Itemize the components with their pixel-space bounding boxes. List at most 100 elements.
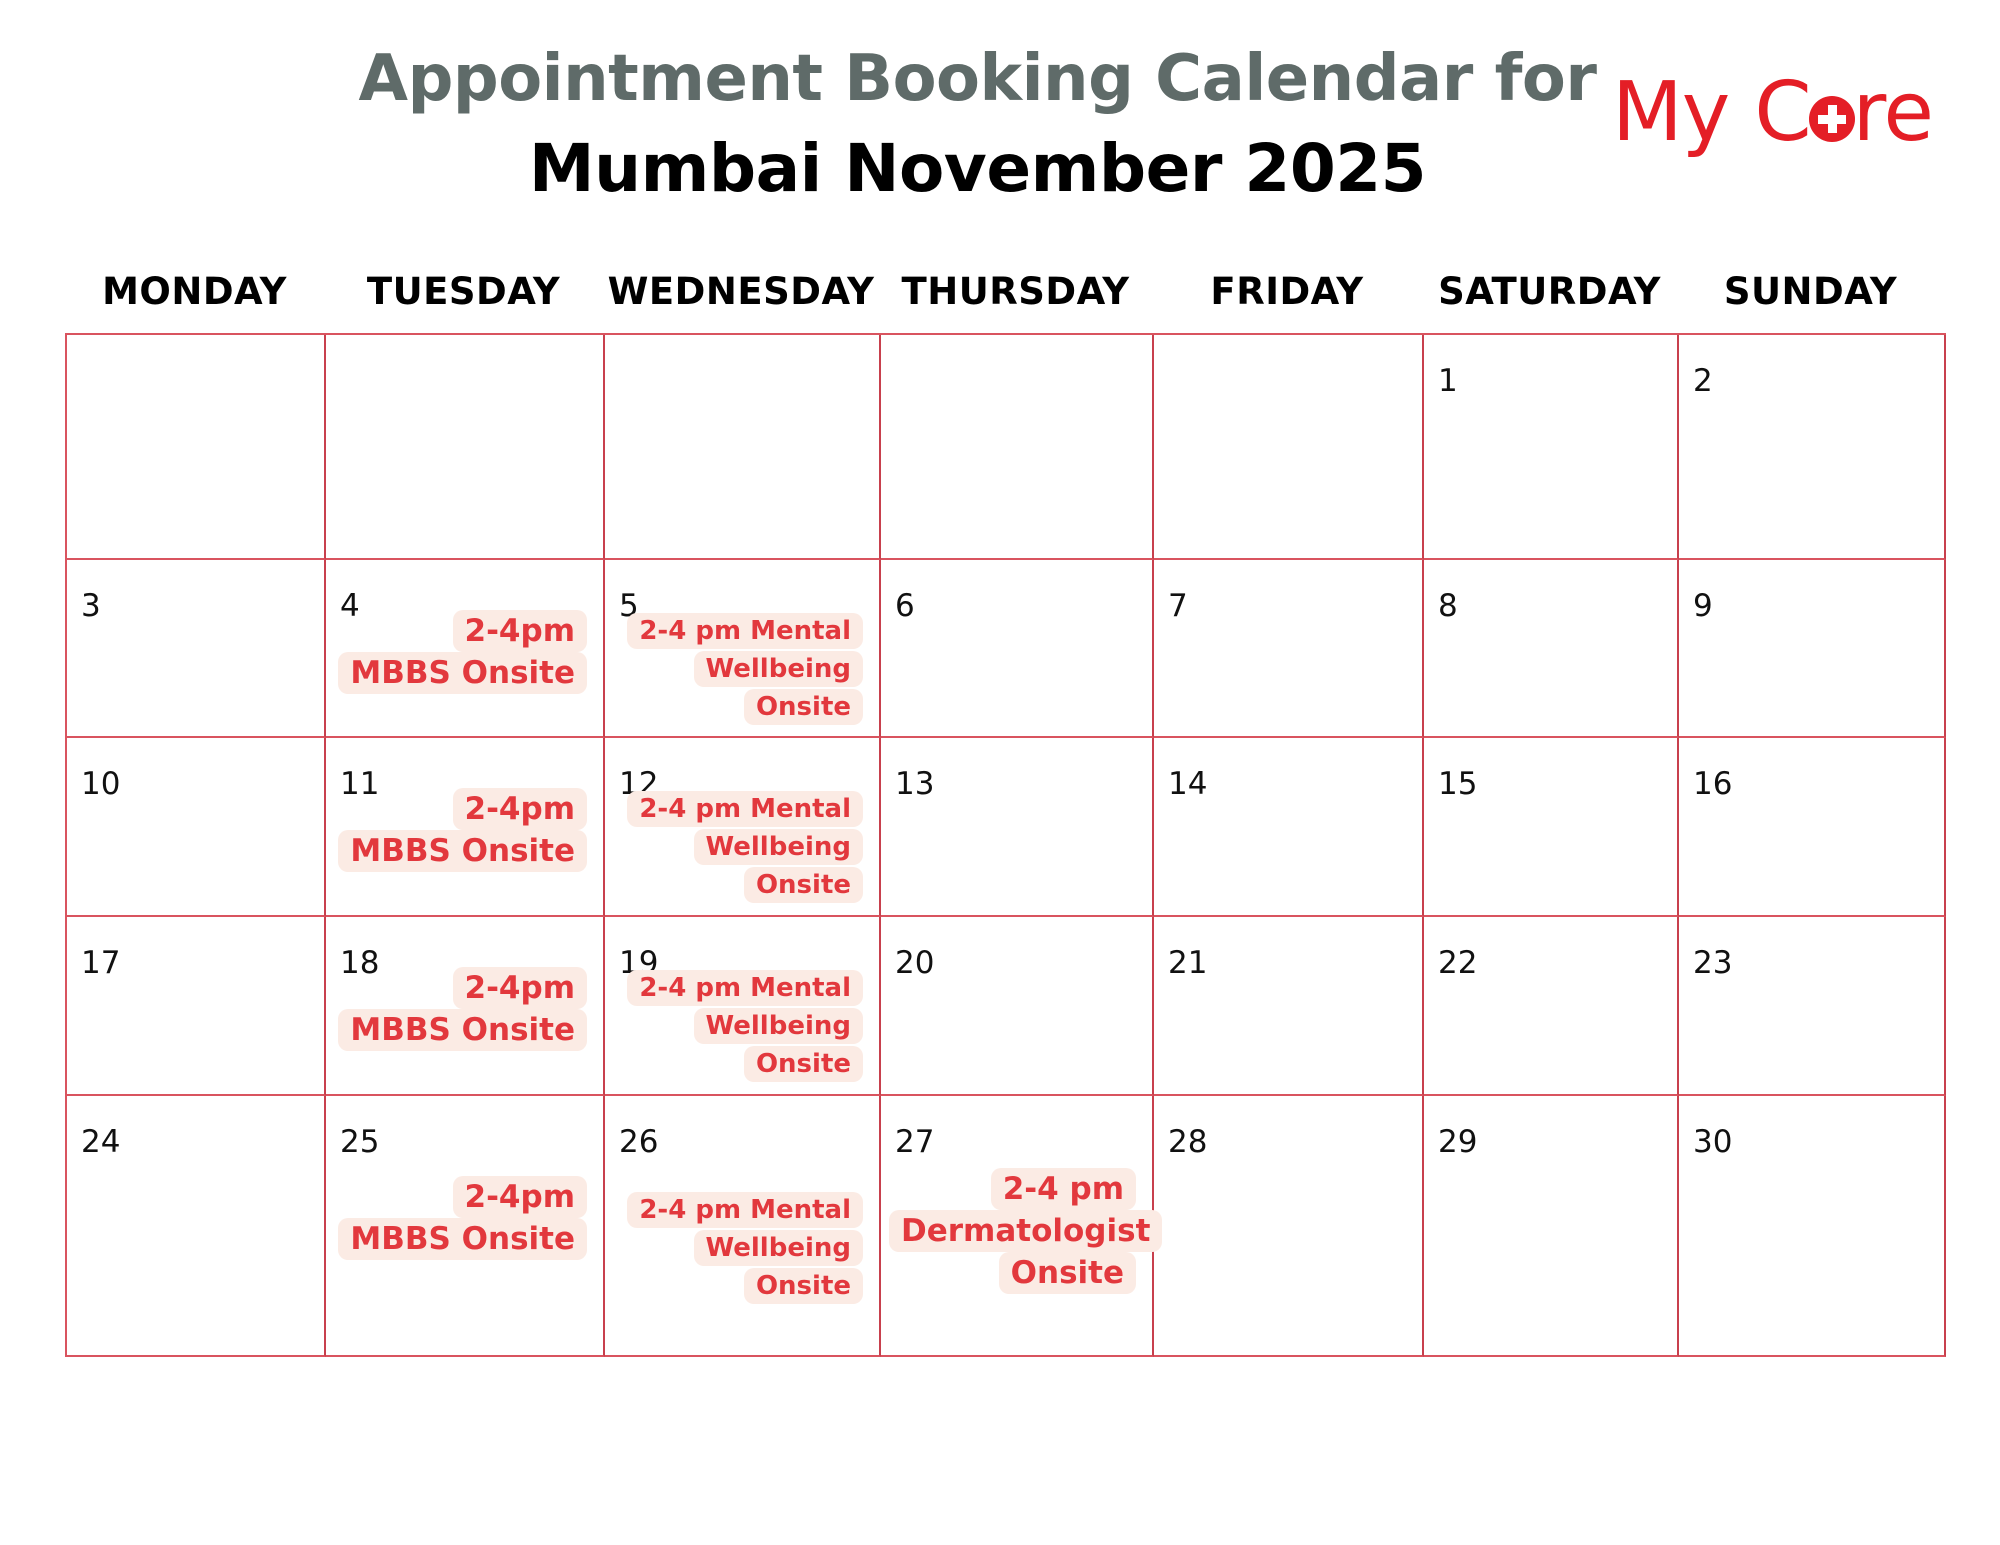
- day-cell-27[interactable]: 27 2-4 pm Dermatologist Onsite: [881, 1096, 1163, 1357]
- weekday-header-tuesday: TUESDAY: [366, 270, 561, 313]
- page-title-line2: Mumbai November 2025: [528, 130, 1427, 207]
- calendar-grid: 1 2 3 4 2-4pm MBBS Onsite 5 2-4 pm Mental Wellbe…: [65, 333, 1946, 1357]
- day-cell-25[interactable]: 25 2-4pm MBBS Onsite: [326, 1096, 605, 1357]
- day-cell-20[interactable]: 20: [881, 917, 1154, 1096]
- day-number: 30: [1693, 1124, 1733, 1160]
- day-cell-11[interactable]: 11 2-4pm MBBS Onsite: [326, 738, 605, 917]
- day-number: 1: [1438, 363, 1458, 399]
- day-number: 23: [1693, 945, 1733, 981]
- appointment-event[interactable]: 2-4 pm Mental Wellbeing Onsite: [613, 1191, 863, 1305]
- day-cell-5[interactable]: 5 2-4 pm Mental Wellbeing Onsite: [605, 560, 881, 738]
- day-number: 17: [81, 945, 121, 981]
- event-text-line: 2-4 pm Mental: [627, 791, 863, 827]
- weekday-header-row: MONDAY TUESDAY WEDNESDAY THURSDAY FRIDAY SATU…: [65, 270, 1944, 313]
- appointment-event[interactable]: 2-4pm MBBS Onsite: [334, 1176, 587, 1260]
- day-number: 3: [81, 588, 101, 624]
- day-cell-4[interactable]: 4 2-4pm MBBS Onsite: [326, 560, 605, 738]
- day-number: 26: [619, 1124, 659, 1160]
- appointment-event[interactable]: 2-4pm MBBS Onsite: [334, 788, 587, 872]
- day-cell-30[interactable]: 30: [1679, 1096, 1946, 1357]
- day-number: 11: [340, 766, 380, 802]
- event-text-line: 2-4 pm Mental: [627, 1192, 863, 1228]
- event-text-line: Onsite: [743, 689, 863, 725]
- weekday-header-saturday: SATURDAY: [1438, 270, 1661, 313]
- day-number: 2: [1693, 363, 1713, 399]
- event-text-line: Dermatologist: [889, 1210, 1163, 1252]
- event-text-line: Onsite: [743, 1268, 863, 1304]
- appointment-event[interactable]: 2-4 pm Mental Wellbeing Onsite: [613, 790, 863, 904]
- day-cell-12[interactable]: 12 2-4 pm Mental Wellbeing Onsite: [605, 738, 881, 917]
- event-text-line: Wellbeing: [693, 651, 863, 687]
- day-cell-1[interactable]: 1: [1424, 335, 1679, 560]
- day-cell-9[interactable]: 9: [1679, 560, 1946, 738]
- weekday-header-monday: MONDAY: [102, 270, 287, 313]
- event-text-line: 2-4pm: [452, 1176, 587, 1218]
- day-cell-8[interactable]: 8: [1424, 560, 1679, 738]
- event-text-line: Wellbeing: [693, 829, 863, 865]
- appointment-event[interactable]: 2-4 pm Mental Wellbeing Onsite: [613, 969, 863, 1083]
- day-cell-3[interactable]: 3: [67, 560, 326, 738]
- event-text-line: MBBS Onsite: [338, 1009, 587, 1051]
- event-text-line: 2-4 pm Mental: [627, 970, 863, 1006]
- day-number: 29: [1438, 1124, 1478, 1160]
- day-cell-6[interactable]: 6: [881, 560, 1154, 738]
- medical-cross-icon: [1808, 96, 1855, 142]
- empty-day-cell: [881, 335, 1154, 560]
- day-cell-16[interactable]: 16: [1679, 738, 1946, 917]
- day-cell-23[interactable]: 23: [1679, 917, 1946, 1096]
- day-cell-29[interactable]: 29: [1424, 1096, 1679, 1357]
- day-number: 16: [1693, 766, 1733, 802]
- appointment-event[interactable]: 2-4 pm Dermatologist Onsite: [889, 1168, 1163, 1294]
- weekday-header-wednesday: WEDNESDAY: [607, 270, 875, 313]
- event-text-line: Onsite: [743, 1046, 863, 1082]
- event-text-line: 2-4pm: [452, 788, 587, 830]
- event-text-line: MBBS Onsite: [338, 652, 587, 694]
- day-cell-2[interactable]: 2: [1679, 335, 1946, 560]
- appointment-event[interactable]: 2-4pm MBBS Onsite: [334, 967, 587, 1051]
- day-cell-18[interactable]: 18 2-4pm MBBS Onsite: [326, 917, 605, 1096]
- day-cell-17[interactable]: 17: [67, 917, 326, 1096]
- day-number: 9: [1693, 588, 1713, 624]
- day-number: 27: [895, 1124, 935, 1160]
- event-text-line: Onsite: [998, 1252, 1136, 1294]
- day-cell-21[interactable]: 21: [1154, 917, 1424, 1096]
- day-number: 14: [1168, 766, 1208, 802]
- event-text-line: Wellbeing: [693, 1230, 863, 1266]
- event-text-line: 2-4pm: [452, 967, 587, 1009]
- page-title-line1: Appointment Booking Calendar for: [358, 42, 1597, 116]
- appointment-event[interactable]: 2-4 pm Mental Wellbeing Onsite: [613, 612, 863, 726]
- day-cell-19[interactable]: 19 2-4 pm Mental Wellbeing Onsite: [605, 917, 881, 1096]
- day-cell-15[interactable]: 15: [1424, 738, 1679, 917]
- day-cell-26[interactable]: 26 2-4 pm Mental Wellbeing Onsite: [605, 1096, 881, 1357]
- day-number: 6: [895, 588, 915, 624]
- event-text-line: 2-4pm: [452, 610, 587, 652]
- empty-day-cell: [67, 335, 326, 560]
- day-number: 10: [81, 766, 121, 802]
- day-cell-14[interactable]: 14: [1154, 738, 1424, 917]
- day-cell-10[interactable]: 10: [67, 738, 326, 917]
- weekday-header-friday: FRIDAY: [1210, 270, 1364, 313]
- day-cell-13[interactable]: 13: [881, 738, 1154, 917]
- event-text-line: Onsite: [743, 867, 863, 903]
- day-number: 28: [1168, 1124, 1208, 1160]
- weekday-header-sunday: SUNDAY: [1723, 270, 1898, 313]
- empty-day-cell: [1154, 335, 1424, 560]
- event-text-line: 2-4 pm: [990, 1168, 1136, 1210]
- empty-day-cell: [605, 335, 881, 560]
- day-number: 22: [1438, 945, 1478, 981]
- day-cell-7[interactable]: 7: [1154, 560, 1424, 738]
- day-number: 21: [1168, 945, 1208, 981]
- day-cell-24[interactable]: 24: [67, 1096, 326, 1357]
- day-number: 20: [895, 945, 935, 981]
- event-text-line: MBBS Onsite: [338, 830, 587, 872]
- weekday-header-thursday: THURSDAY: [901, 270, 1130, 313]
- day-number: 4: [340, 588, 360, 624]
- event-text-line: Wellbeing: [693, 1008, 863, 1044]
- day-number: 18: [340, 945, 380, 981]
- day-number: 8: [1438, 588, 1458, 624]
- day-number: 13: [895, 766, 935, 802]
- appointment-event[interactable]: 2-4pm MBBS Onsite: [334, 610, 587, 694]
- day-cell-22[interactable]: 22: [1424, 917, 1679, 1096]
- day-cell-28[interactable]: 28: [1154, 1096, 1424, 1357]
